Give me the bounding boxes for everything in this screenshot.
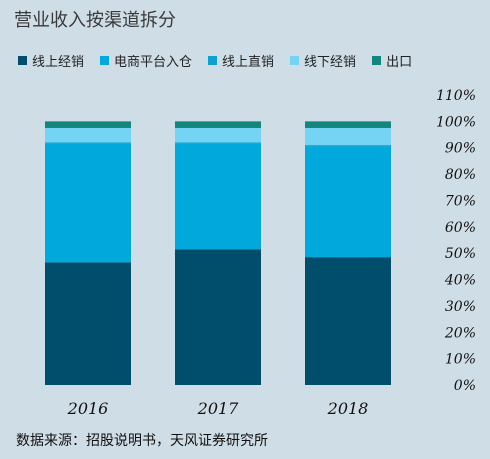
legend-swatch xyxy=(208,56,218,65)
source-note: 数据来源：招股说明书，天风证券研究所 xyxy=(16,433,268,449)
y-tick-label: 80% xyxy=(445,167,476,183)
legend-label: 线上经销 xyxy=(32,55,85,70)
legend-label: 线上直销 xyxy=(222,55,275,70)
x-tick-label: 2018 xyxy=(327,399,369,418)
x-tick-label: 2017 xyxy=(197,399,240,418)
y-tick-label: 30% xyxy=(445,299,476,315)
bar-segment-2018-2 xyxy=(305,145,391,147)
bar-segment-2018-1 xyxy=(305,146,391,258)
y-tick-label: 90% xyxy=(445,141,476,157)
y-tick-label: 0% xyxy=(454,378,476,394)
legend-item-ecommerce-warehouse: 电商平台入仓 xyxy=(100,51,192,70)
y-tick-label: 60% xyxy=(445,220,476,236)
bar-segment-2016-4 xyxy=(45,121,131,128)
bar-segment-2017-1 xyxy=(175,143,261,250)
y-tick-label: 40% xyxy=(444,273,476,289)
legend-item-online-direct: 线上直销 xyxy=(208,51,274,70)
bar-segment-2016-3 xyxy=(45,127,131,143)
bar-segment-2018-0 xyxy=(305,257,391,385)
legend-item-online-distribution: 线上经销 xyxy=(18,51,84,70)
bar-segment-2016-2 xyxy=(45,142,131,144)
legend-label: 线下经销 xyxy=(304,55,357,70)
legend-item-offline-distribution: 线下经销 xyxy=(290,51,356,70)
bar-segment-2016-0 xyxy=(45,262,131,385)
y-tick-label: 20% xyxy=(444,325,476,341)
y-tick-label: 110% xyxy=(436,88,476,104)
bar-segment-2016-1 xyxy=(45,143,131,263)
bar-segment-2017-3 xyxy=(175,127,261,143)
bar-segment-2017-0 xyxy=(175,249,261,385)
y-tick-label: 100% xyxy=(436,114,476,130)
y-tick-label: 50% xyxy=(445,246,476,262)
y-tick-label: 70% xyxy=(445,193,476,209)
legend-label: 电商平台入仓 xyxy=(114,55,193,70)
y-tick-label: 10% xyxy=(445,352,476,368)
bar-segment-2017-4 xyxy=(175,121,261,128)
bar-segment-2017-2 xyxy=(175,142,261,144)
legend-swatch xyxy=(18,56,27,65)
chart-title: 营业收入按渠道拆分 xyxy=(14,10,176,31)
bar-segment-2018-3 xyxy=(305,127,391,146)
x-tick-label: 2016 xyxy=(67,399,109,418)
legend-swatch xyxy=(290,56,300,65)
legend-label: 出口 xyxy=(386,55,413,70)
legend-swatch xyxy=(100,56,110,65)
chart-legend: 线上经销 电商平台入仓 线上直销 线下经销 出口 xyxy=(18,51,412,70)
legend-item-export: 出口 xyxy=(372,51,412,70)
legend-swatch xyxy=(372,56,382,65)
bar-segment-2018-4 xyxy=(305,121,391,128)
